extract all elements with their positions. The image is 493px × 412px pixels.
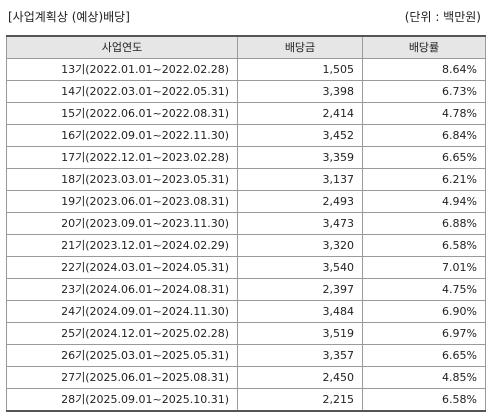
unit-label: (단위 : 백만원) — [404, 10, 481, 24]
dividend-cell: 3,359 — [237, 146, 363, 169]
rate-cell: 6.73% — [362, 80, 486, 103]
period-cell: 16기(2022.09.01~2022.11.30) — [6, 124, 238, 147]
rate-cell: 6.58% — [362, 388, 486, 412]
dividend-cell: 2,493 — [237, 190, 363, 213]
dividend-cell: 3,540 — [237, 256, 363, 279]
table-row: 22기(2024.03.01~2024.05.31) 3,540 7.01% — [6, 256, 486, 279]
rate-cell: 6.65% — [362, 344, 486, 367]
rate-cell: 6.21% — [362, 168, 486, 191]
rate-cell: 4.85% — [362, 366, 486, 389]
period-cell: 23기(2024.06.01~2024.08.31) — [6, 278, 238, 301]
rate-cell: 6.90% — [362, 300, 486, 323]
table-row: 19기(2023.06.01~2023.08.31) 2,493 4.94% — [6, 190, 486, 213]
column-header-rate: 배당률 — [362, 35, 486, 59]
dividend-cell: 1,505 — [237, 58, 363, 81]
table-title: [사업계획상 (예상)배당] — [8, 10, 130, 24]
rate-cell: 6.65% — [362, 146, 486, 169]
table-row: 13기(2022.01.01~2022.02.28) 1,505 8.64% — [6, 58, 486, 81]
period-cell: 21기(2023.12.01~2024.02.29) — [6, 234, 238, 257]
rate-cell: 6.84% — [362, 124, 486, 147]
dividend-cell: 3,473 — [237, 212, 363, 235]
table-row: 20기(2023.09.01~2023.11.30) 3,473 6.88% — [6, 212, 486, 235]
column-header-period: 사업연도 — [6, 35, 238, 59]
period-cell: 27기(2025.06.01~2025.08.31) — [6, 366, 238, 389]
period-cell: 19기(2023.06.01~2023.08.31) — [6, 190, 238, 213]
table-caption-row: [사업계획상 (예상)배당] (단위 : 백만원) — [6, 6, 485, 28]
period-cell: 28기(2025.09.01~2025.10.31) — [6, 388, 238, 412]
table-row: 15기(2022.06.01~2022.08.31) 2,414 4.78% — [6, 102, 486, 125]
dividend-cell: 3,357 — [237, 344, 363, 367]
period-cell: 13기(2022.01.01~2022.02.28) — [6, 58, 238, 81]
rate-cell: 6.97% — [362, 322, 486, 345]
table-row: 24기(2024.09.01~2024.11.30) 3,484 6.90% — [6, 300, 486, 323]
period-cell: 26기(2025.03.01~2025.05.31) — [6, 344, 238, 367]
dividend-cell: 3,398 — [237, 80, 363, 103]
dividend-cell: 3,484 — [237, 300, 363, 323]
dividend-cell: 2,414 — [237, 102, 363, 125]
period-cell: 15기(2022.06.01~2022.08.31) — [6, 102, 238, 125]
period-cell: 22기(2024.03.01~2024.05.31) — [6, 256, 238, 279]
rate-cell: 4.94% — [362, 190, 486, 213]
dividend-cell: 3,452 — [237, 124, 363, 147]
period-cell: 24기(2024.09.01~2024.11.30) — [6, 300, 238, 323]
column-header-dividend: 배당금 — [237, 35, 363, 59]
dividend-cell: 3,320 — [237, 234, 363, 257]
table-row: 25기(2024.12.01~2025.02.28) 3,519 6.97% — [6, 322, 486, 345]
rate-cell: 8.64% — [362, 58, 486, 81]
dividend-cell: 3,519 — [237, 322, 363, 345]
table-row: 28기(2025.09.01~2025.10.31) 2,215 6.58% — [6, 388, 486, 412]
table-row: 16기(2022.09.01~2022.11.30) 3,452 6.84% — [6, 124, 486, 147]
period-cell: 25기(2024.12.01~2025.02.28) — [6, 322, 238, 345]
table-row: 14기(2022.03.01~2022.05.31) 3,398 6.73% — [6, 80, 486, 103]
table-body: 13기(2022.01.01~2022.02.28) 1,505 8.64% 14기(… — [6, 58, 486, 412]
table-row: 21기(2023.12.01~2024.02.29) 3,320 6.58% — [6, 234, 486, 257]
period-cell: 20기(2023.09.01~2023.11.30) — [6, 212, 238, 235]
dividend-cell: 2,215 — [237, 388, 363, 412]
dividend-cell: 3,137 — [237, 168, 363, 191]
rate-cell: 7.01% — [362, 256, 486, 279]
header-row: 사업연도 배당금 배당률 — [6, 35, 486, 59]
period-cell: 18기(2023.03.01~2023.05.31) — [6, 168, 238, 191]
table-row: 27기(2025.06.01~2025.08.31) 2,450 4.85% — [6, 366, 486, 389]
table-row: 23기(2024.06.01~2024.08.31) 2,397 4.75% — [6, 278, 486, 301]
dividend-cell: 2,397 — [237, 278, 363, 301]
rate-cell: 6.88% — [362, 212, 486, 235]
dividend-cell: 2,450 — [237, 366, 363, 389]
rate-cell: 4.78% — [362, 102, 486, 125]
table-row: 26기(2025.03.01~2025.05.31) 3,357 6.65% — [6, 344, 486, 367]
table-header: 사업연도 배당금 배당률 — [6, 35, 486, 59]
period-cell: 14기(2022.03.01~2022.05.31) — [6, 80, 238, 103]
period-cell: 17기(2022.12.01~2023.02.28) — [6, 146, 238, 169]
rate-cell: 6.58% — [362, 234, 486, 257]
table-row: 17기(2022.12.01~2023.02.28) 3,359 6.65% — [6, 146, 486, 169]
rate-cell: 4.75% — [362, 278, 486, 301]
dividend-table: 사업연도 배당금 배당률 13기(2022.01.01~2022.02.28) 1… — [6, 35, 486, 412]
table-row: 18기(2023.03.01~2023.05.31) 3,137 6.21% — [6, 168, 486, 191]
